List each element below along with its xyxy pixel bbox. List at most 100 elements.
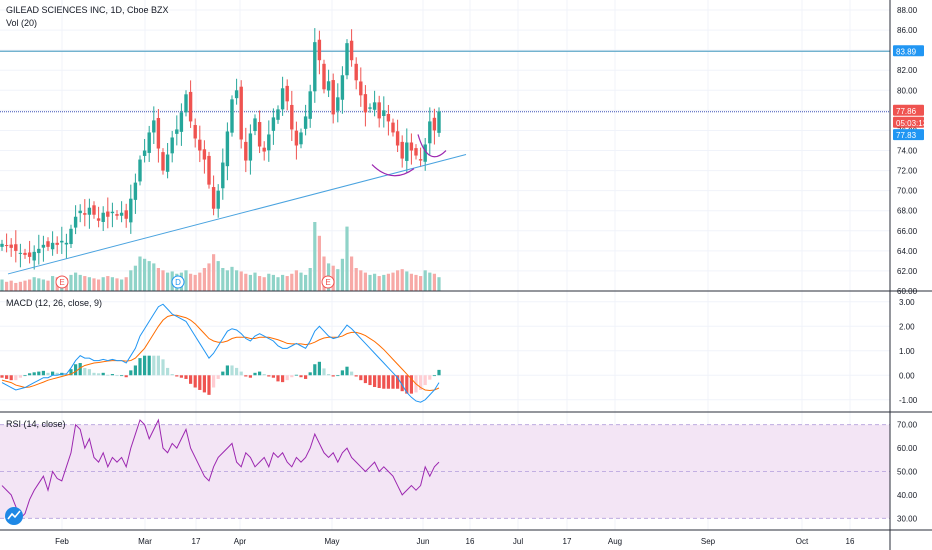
candle [83, 199, 87, 227]
macd-histogram-bar [216, 375, 220, 379]
candle-body [409, 142, 414, 151]
cup-arc [371, 164, 415, 177]
volume-bar [225, 270, 229, 291]
candle [193, 118, 197, 148]
candle [395, 119, 400, 153]
candle [133, 173, 138, 214]
candle [69, 224, 73, 249]
candle-body [170, 137, 174, 154]
macd-histogram-bar [368, 375, 372, 386]
volume-bar [129, 270, 133, 291]
candle-body [285, 85, 289, 102]
candle [46, 237, 50, 251]
macd-axis[interactable]: 3.00 2.00 1.00 0.00 -1.00 [899, 298, 918, 405]
macd-histogram-bar [46, 372, 50, 376]
macd-histogram-bar [235, 367, 239, 376]
rsi-line [1, 418, 440, 520]
macd-histogram-bar [202, 375, 206, 393]
rsi-axis[interactable]: 70.00 60.00 50.00 40.00 30.00 [897, 421, 918, 524]
candle [391, 118, 395, 137]
candle [386, 104, 391, 136]
candle-body [414, 148, 418, 156]
candle-body [400, 141, 404, 159]
volume-bar [281, 274, 285, 291]
macd-histogram-bar [92, 372, 96, 376]
macd-histogram-bar [189, 375, 193, 384]
volume-bar [189, 273, 193, 291]
macd-histogram-bar [5, 375, 9, 379]
candle [55, 236, 59, 254]
volume-bar [350, 256, 354, 291]
candle [207, 151, 211, 189]
price-badge: 77.86 [893, 104, 924, 116]
candle-body [9, 244, 13, 248]
price-tick-label: 80.00 [897, 86, 918, 95]
candle-body [405, 142, 409, 161]
candle-body [110, 211, 115, 214]
candle-body [92, 205, 96, 215]
macd-line [1, 303, 440, 403]
macd-tick-label: 3.00 [899, 298, 915, 307]
macd-histogram-bar [64, 374, 68, 376]
candle [188, 80, 193, 128]
chart-title: GILEAD SCIENCES INC, 1D, Cboe BZX [6, 5, 169, 15]
volume-bar [267, 273, 271, 291]
macd-histogram-bar [244, 375, 248, 377]
candle-body [50, 242, 55, 250]
price-tick-label: 64.00 [897, 247, 918, 256]
volume-bar [97, 279, 101, 291]
candle-body [280, 88, 285, 110]
event-circle [321, 275, 335, 289]
time-tick-label: 17 [563, 537, 572, 546]
candle [175, 115, 179, 146]
candle [115, 210, 119, 220]
macd-histogram-bar [409, 375, 413, 394]
volume-bar [308, 268, 312, 291]
time-tick-label: Feb [55, 537, 69, 546]
candle-body [106, 211, 110, 217]
candle-body [253, 118, 257, 132]
price-axis[interactable]: 88.0086.0084.0082.0080.0078.0076.0074.00… [893, 6, 928, 296]
macd-histogram-bar [313, 364, 317, 376]
candle [280, 76, 285, 116]
macd-histogram-bar [423, 375, 427, 386]
candle-body [4, 245, 9, 247]
volume-bar [239, 271, 243, 291]
volume-bar [354, 268, 358, 291]
volume-bar [437, 277, 441, 291]
handle-arc [417, 134, 447, 158]
macd-histogram-bar [170, 374, 174, 376]
volume-bar [322, 256, 326, 291]
candle-body [276, 109, 280, 120]
volume-bar [92, 278, 96, 291]
candle-body [37, 248, 41, 254]
tradingview-logo-icon[interactable] [5, 507, 23, 525]
event-circle [55, 275, 69, 289]
candle [110, 202, 115, 228]
volume-bar [262, 277, 266, 291]
candle [437, 107, 441, 137]
volume-bar [143, 258, 147, 291]
macd-histogram-bar [248, 375, 252, 378]
macd-histogram-bar [152, 355, 156, 376]
candlesticks[interactable] [0, 28, 441, 270]
time-axis[interactable]: Feb Mar 17 Apr May Jun 16 Jul 17 Aug Sep Oct 16 [55, 537, 855, 546]
macd-histogram-bar [115, 375, 119, 377]
candle [32, 245, 36, 270]
candle-body [198, 139, 202, 151]
macd-histogram-bar [262, 374, 266, 376]
candle-body [290, 104, 294, 130]
candle-body [133, 182, 138, 200]
candle [18, 243, 23, 268]
macd-histogram-bar [253, 372, 257, 376]
price-badge-label: 83.89 [896, 47, 917, 56]
macd-histogram-bar [32, 372, 36, 376]
macd-histogram-bar [207, 375, 211, 395]
volume-bar [5, 281, 9, 291]
macd-histogram-bar [143, 355, 147, 376]
candle [294, 121, 299, 160]
candle-body [317, 39, 322, 61]
volume-bar [345, 226, 349, 291]
